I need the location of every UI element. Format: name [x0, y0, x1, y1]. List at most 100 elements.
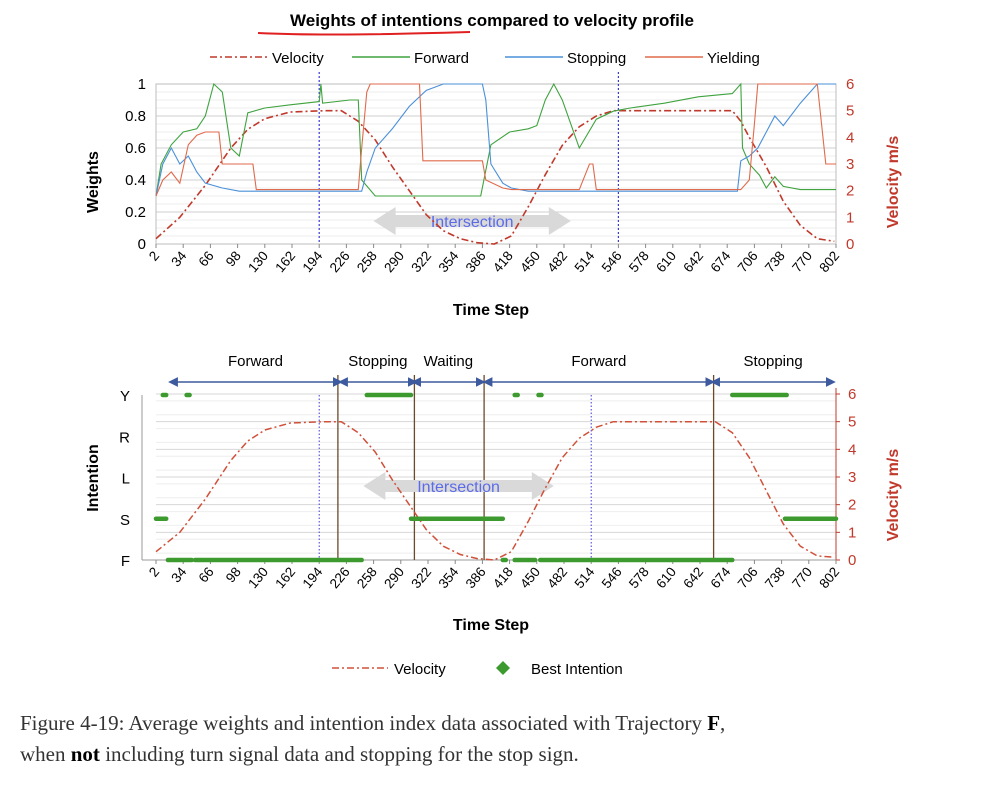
y-tick-label: 0.8: [125, 108, 146, 125]
y-right-tick-label: 5: [846, 103, 854, 120]
x-tick-label: 802: [816, 248, 842, 275]
intention-tick-label: L: [122, 471, 130, 488]
x-tick-label: 290: [381, 248, 407, 275]
phase-label: Forward: [228, 353, 283, 370]
intersection-arrow: [373, 207, 571, 235]
chart2-x-label: Time Step: [453, 617, 529, 634]
x-tick-label: 162: [272, 248, 298, 275]
y-right-tick-label: 2: [846, 183, 854, 200]
x-tick-label: 226: [327, 248, 353, 275]
x-tick-label: 770: [789, 248, 815, 275]
intersection-label: Intersection: [431, 214, 514, 231]
x-tick-label: 738: [762, 248, 788, 275]
phase-label: Forward: [571, 353, 626, 370]
legend-label-stopping: Stopping: [567, 50, 626, 67]
x-tick-label: 290: [381, 564, 407, 591]
x-tick-label: 642: [680, 248, 706, 275]
x-tick-label: 706: [735, 248, 761, 275]
chart1-title: Weights of intentions compared to veloci…: [290, 11, 694, 30]
chart1-y-right-label: Velocity m/s: [885, 136, 902, 229]
y-tick-label: 1: [138, 76, 146, 93]
x-tick-label: 514: [572, 248, 598, 275]
x-tick-label: 418: [490, 248, 516, 275]
x-tick-label: 226: [327, 564, 353, 591]
x-tick-label: 514: [572, 564, 598, 591]
x-tick-label: 322: [408, 248, 434, 275]
chart2-y-right-label: Velocity m/s: [885, 449, 902, 542]
x-tick-label: 2: [146, 248, 162, 263]
x-tick-label: 130: [245, 564, 271, 591]
x-tick-label: 34: [168, 248, 189, 270]
chart2-plot: Y R L S F 6 5 4 3 2 1 0 2 34 66 98 130 162 194 226 258 290 322…: [119, 353, 856, 591]
x-tick-label: 130: [245, 248, 271, 275]
chart1-y-label: Weights: [85, 151, 102, 213]
x-tick-label: 66: [196, 564, 217, 585]
caption-text-2: when: [20, 742, 71, 766]
y-tick-label: 0.6: [125, 140, 146, 157]
y-right-tick-label: 5: [848, 414, 856, 431]
figure-caption: Figure 4-19: Average weights and intenti…: [20, 708, 980, 770]
legend-label-velocity: Velocity: [394, 661, 446, 678]
x-tick-label: 706: [735, 564, 761, 591]
phase-label: Stopping: [743, 353, 802, 370]
intention-tick-label: Y: [120, 388, 130, 405]
x-tick-label: 258: [354, 248, 380, 275]
x-tick-label: 674: [708, 248, 734, 275]
y-right-tick-label: 6: [848, 386, 856, 403]
x-tick-label: 770: [789, 564, 815, 591]
legend-label-best-intention: Best Intention: [531, 661, 623, 678]
y-right-tick-label: 0: [848, 552, 856, 569]
x-tick-label: 546: [599, 564, 625, 591]
x-tick-label: 418: [490, 564, 516, 591]
y-right-tick-label: 3: [848, 469, 856, 486]
x-tick-label: 322: [408, 564, 434, 591]
legend-label-velocity: Velocity: [272, 50, 324, 67]
legend-label-yielding: Yielding: [707, 50, 760, 67]
chart2-y-label: Intention: [85, 444, 102, 512]
x-tick-label: 482: [544, 564, 570, 591]
figure-charts: Weights of intentions compared to veloci…: [85, 11, 902, 678]
caption-bold-trajectory: F: [707, 711, 721, 735]
y-right-tick-label: 2: [848, 497, 856, 514]
x-tick-label: 258: [354, 564, 380, 591]
chart2-legend: Velocity Best Intention: [332, 661, 623, 678]
x-tick-label: 674: [708, 564, 734, 591]
caption-bold-not: not: [70, 742, 100, 766]
x-tick-label: 642: [680, 564, 706, 591]
series-velocity-line: [155, 420, 835, 561]
x-tick-label: 194: [300, 248, 326, 275]
y-right-tick-label: 1: [848, 524, 856, 541]
y-right-tick-label: 3: [846, 156, 854, 173]
x-tick-label: 2: [146, 564, 162, 579]
x-tick-label: 578: [626, 248, 652, 275]
phase-label: Waiting: [424, 353, 473, 370]
x-tick-label: 450: [517, 248, 543, 275]
phase-label: Stopping: [348, 353, 407, 370]
intersection-arrow: [363, 472, 554, 500]
caption-text-1: Figure 4-19: Average weights and intenti…: [20, 711, 708, 735]
x-tick-label: 450: [517, 564, 543, 591]
series-forward-line: [155, 82, 836, 197]
y-right-tick-label: 4: [846, 129, 854, 146]
x-tick-label: 66: [196, 248, 217, 269]
x-tick-label: 578: [626, 564, 652, 591]
x-tick-label: 354: [436, 248, 462, 275]
x-tick-label: 610: [653, 564, 679, 591]
x-tick-label: 162: [272, 564, 298, 591]
x-tick-label: 386: [463, 248, 489, 275]
x-tick-label: 738: [762, 564, 788, 591]
y-tick-label: 0.4: [125, 172, 146, 189]
legend-label-forward: Forward: [414, 50, 469, 67]
chart1-x-label: Time Step: [453, 302, 529, 319]
x-tick-label: 34: [168, 564, 189, 586]
series-yielding-line: [155, 83, 836, 197]
x-tick-label: 610: [653, 248, 679, 275]
x-tick-label: 98: [223, 564, 244, 585]
title-underline-annotation: [257, 31, 471, 36]
caption-comma: ,: [720, 711, 726, 735]
y-right-tick-label: 6: [846, 76, 854, 93]
x-tick-label: 354: [436, 564, 462, 591]
y-right-tick-label: 1: [846, 209, 854, 226]
x-tick-label: 194: [300, 564, 326, 591]
